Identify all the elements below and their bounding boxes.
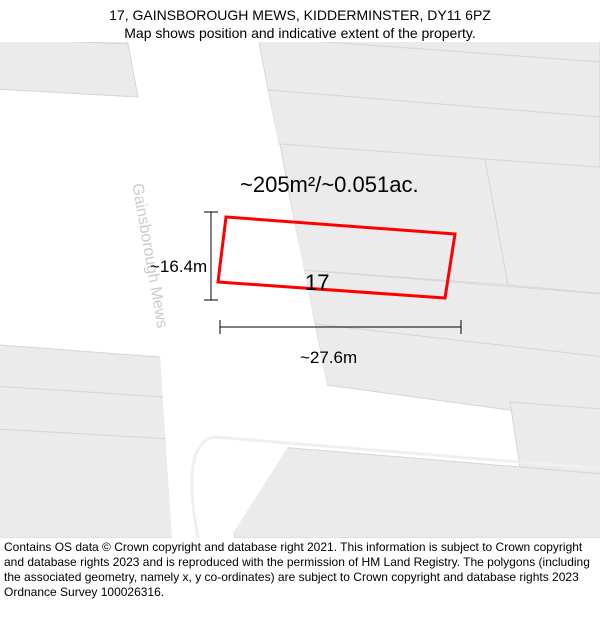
height-dimension-label: ~16.4m <box>150 257 207 277</box>
footer-attribution: Contains OS data © Crown copyright and d… <box>4 540 596 600</box>
plot-number-label: 17 <box>305 270 329 296</box>
map-area: Gainsborough Mews ~205m²/~0.051ac. ~16.4… <box>0 42 600 538</box>
header-block: 17, GAINSBOROUGH MEWS, KIDDERMINSTER, DY… <box>0 6 600 42</box>
address-line: 17, GAINSBOROUGH MEWS, KIDDERMINSTER, DY… <box>0 6 600 24</box>
map-svg <box>0 42 600 538</box>
area-label: ~205m²/~0.051ac. <box>240 172 419 198</box>
subtitle-line: Map shows position and indicative extent… <box>0 24 600 42</box>
width-dimension-label: ~27.6m <box>300 348 357 368</box>
